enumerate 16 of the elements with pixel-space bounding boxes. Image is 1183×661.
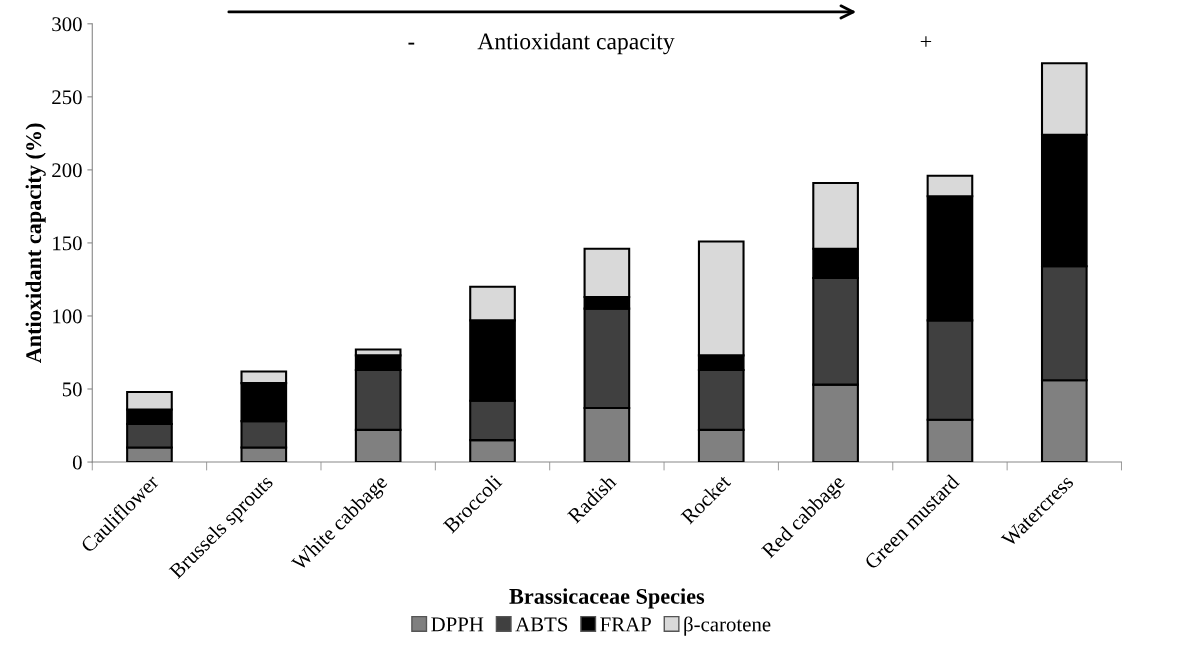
legend-label: ABTS	[515, 617, 568, 632]
y-tick-label: 0	[72, 455, 82, 470]
annotation: -	[408, 42, 415, 45]
y-tick-label: 300	[52, 17, 82, 32]
y-tick-label: 150	[53, 236, 82, 251]
y-tick-label: 100	[53, 309, 82, 324]
legend-label: DPPH	[431, 617, 484, 632]
annotation: +	[920, 36, 932, 47]
y-tick-label: 200	[52, 163, 82, 178]
y-tick-label: 50	[62, 382, 82, 397]
legend-label: β-carotene	[684, 616, 771, 636]
annotation: Antioxidant capacity	[477, 32, 675, 55]
legend-label: FRAP	[600, 617, 651, 632]
x-axis-title: Brassicaceae Species	[509, 588, 705, 609]
y-axis-title: Antioxidant capacity (%)	[25, 123, 46, 364]
y-tick-label: 250	[52, 90, 82, 105]
